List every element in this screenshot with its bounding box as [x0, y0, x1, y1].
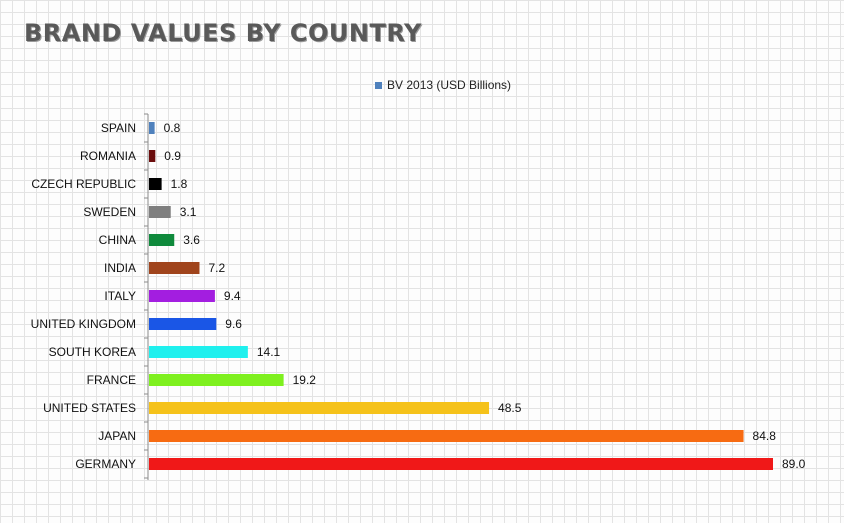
category-label: CZECH REPUBLIC [31, 177, 136, 191]
bar [149, 318, 217, 330]
bar [149, 150, 156, 162]
data-label: 0.8 [164, 121, 181, 135]
data-label: 9.4 [224, 289, 241, 303]
data-label: 3.6 [183, 233, 200, 247]
legend-swatch [375, 81, 382, 89]
legend: BV 2013 (USD Billions) [375, 78, 511, 92]
category-label: SOUTH KOREA [49, 345, 136, 359]
bar [149, 178, 162, 190]
bar [149, 122, 155, 134]
bar [149, 402, 490, 414]
category-label: FRANCE [87, 373, 136, 387]
data-label: 48.5 [498, 401, 522, 415]
data-label: 89.0 [782, 457, 806, 471]
legend-label: BV 2013 (USD Billions) [387, 78, 512, 92]
category-label: JAPAN [98, 429, 136, 443]
data-label: 7.2 [208, 261, 225, 275]
data-label: 1.8 [171, 177, 188, 191]
category-label: SWEDEN [83, 205, 136, 219]
category-label: CHINA [99, 233, 136, 247]
bar [149, 206, 171, 218]
category-label: SPAIN [101, 121, 136, 135]
category-label: ROMANIA [80, 149, 136, 163]
data-label: 0.9 [164, 149, 181, 163]
category-label: UNITED STATES [43, 401, 136, 415]
data-label: 14.1 [257, 345, 281, 359]
bar [149, 430, 744, 442]
category-label: GERMANY [75, 457, 136, 471]
category-label: UNITED KINGDOM [31, 317, 136, 331]
bar [149, 458, 773, 470]
bar [149, 346, 248, 358]
data-label: 9.6 [225, 317, 242, 331]
category-label: INDIA [104, 261, 136, 275]
data-label: 3.1 [180, 205, 197, 219]
data-label: 84.8 [753, 429, 777, 443]
chart-title: BRAND VALUES BY COUNTRY [24, 19, 422, 47]
category-label: ITALY [104, 289, 136, 303]
bar [149, 290, 215, 302]
bar [149, 234, 175, 246]
bar [149, 374, 284, 386]
bar [149, 262, 200, 274]
data-label: 19.2 [293, 373, 317, 387]
